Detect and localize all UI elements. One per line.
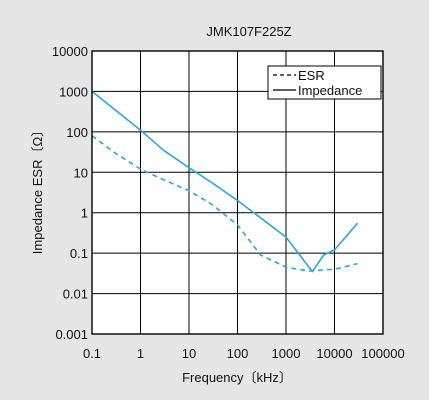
- legend-label-esr: ESR: [298, 68, 325, 83]
- y-tick-label: 100: [66, 125, 88, 140]
- legend-box: [267, 65, 382, 100]
- x-tick-label: 10000: [316, 346, 352, 361]
- y-tick-label: 10: [74, 165, 88, 180]
- x-tick-label: 100: [227, 346, 249, 361]
- y-tick-label: 1: [81, 206, 88, 221]
- tick-labels: 0.1 1 10 100 1000 10000 100000 10000 1000 100 10 1 0…: [52, 44, 405, 361]
- y-tick-label: 0.01: [63, 287, 88, 302]
- y-tick-label: 1000: [59, 84, 88, 99]
- chart-title: JMK107F225Z: [206, 24, 291, 39]
- y-axis-label: Impedance ESR〔Ω〕: [30, 124, 45, 254]
- y-tick-label: 10000: [52, 44, 88, 59]
- y-tick-label: 0.1: [70, 246, 88, 261]
- legend-label-impedance: Impedance: [298, 83, 362, 98]
- x-tick-label: 1: [137, 346, 144, 361]
- x-tick-label: 0.1: [83, 346, 101, 361]
- x-axis-label: Frequency〔kHz〕: [182, 370, 292, 385]
- x-tick-label: 1000: [272, 346, 301, 361]
- x-tick-label: 10: [182, 346, 196, 361]
- series-line-impedance: [91, 90, 359, 273]
- series-layer: [91, 90, 359, 273]
- plot-frame: [91, 50, 384, 335]
- x-tick-label: 100000: [361, 346, 404, 361]
- y-tick-label: 0.001: [55, 327, 88, 342]
